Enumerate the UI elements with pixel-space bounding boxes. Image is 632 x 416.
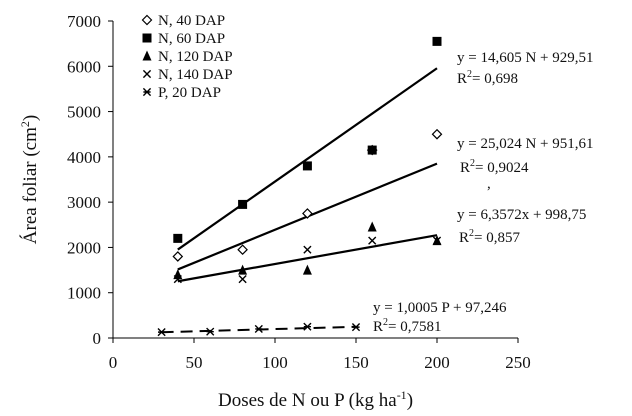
r-squared: R2= 0,9024	[460, 158, 529, 176]
legend-marker	[142, 87, 152, 97]
stray-comma: ,	[487, 176, 491, 192]
data-point	[238, 275, 247, 284]
legend-marker	[142, 33, 152, 43]
trendline-equation: y = 6,3572x + 998,75	[457, 207, 586, 223]
x-tick-label: 50	[186, 353, 203, 372]
legend-label: P, 20 DAP	[158, 85, 221, 101]
data-point	[206, 327, 215, 336]
data-point	[368, 236, 377, 245]
y-tick-label: 6000	[67, 57, 101, 76]
y-axis-title: Área foliar (cm2)	[18, 115, 41, 244]
y-tick-label: 3000	[67, 193, 101, 212]
legend-marker	[142, 50, 152, 61]
legend-label: N, 40 DAP	[158, 13, 225, 29]
data-point	[302, 264, 312, 275]
trendline	[177, 67, 438, 251]
x-tick-label: 200	[424, 353, 450, 372]
data-point	[431, 128, 443, 140]
y-tick-label: 7000	[67, 12, 101, 31]
legend-marker	[142, 69, 152, 79]
x-tick-label: 150	[343, 353, 369, 372]
data-point	[173, 233, 183, 243]
data-point	[303, 322, 312, 331]
y-tick-label: 5000	[67, 103, 101, 122]
data-points	[157, 36, 443, 337]
x-axis-title: Doses de N ou P (kg ha-1)	[218, 388, 413, 411]
legend: N, 40 DAP N, 60 DAP N, 120 DAP N, 140 DAP P,…	[141, 13, 233, 101]
data-point	[302, 161, 312, 171]
trendline	[177, 234, 438, 283]
data-point	[303, 245, 312, 254]
data-point	[432, 36, 442, 46]
data-point	[237, 244, 248, 256]
data-point	[238, 199, 248, 209]
legend-label: N, 140 DAP	[158, 67, 233, 83]
data-point	[173, 275, 182, 284]
y-tick-label: 4000	[67, 148, 101, 167]
x-tick-label: 0	[109, 353, 118, 372]
x-tick-label: 250	[505, 353, 531, 372]
data-point	[367, 145, 377, 155]
legend-label: N, 120 DAP	[158, 49, 233, 65]
legend-marker	[141, 14, 153, 26]
axes: 0 1000 2000 3000 4000 5000 6000 7000 0 50 100 150 20…	[67, 12, 531, 372]
r-squared: R2= 0,857	[459, 228, 520, 246]
data-point	[172, 251, 184, 262]
data-point	[254, 324, 263, 334]
trendline-equation: y = 1,0005 P + 97,246	[373, 300, 507, 316]
data-point	[173, 269, 183, 280]
data-point	[367, 221, 377, 232]
y-tick-label: 1000	[67, 284, 101, 303]
data-point	[302, 208, 313, 219]
data-point	[157, 328, 166, 337]
r-squared: R2= 0,7581	[373, 317, 441, 335]
legend-label: N, 60 DAP	[158, 31, 225, 47]
data-point	[351, 323, 361, 332]
r-squared: R2= 0,698	[457, 69, 518, 87]
trendlines	[161, 67, 438, 334]
x-tick-label: 100	[262, 353, 288, 372]
trendline-equation: y = 14,605 N + 929,51	[457, 50, 594, 66]
data-point	[238, 264, 248, 275]
annotations: y = 14,605 N + 929,51 R2= 0,698 y = 25,024…	[373, 50, 594, 335]
y-tick-label: 2000	[67, 238, 101, 257]
data-point	[432, 236, 442, 245]
trendline-equation: y = 25,024 N + 951,61	[457, 136, 594, 152]
y-tick-label: 0	[93, 329, 102, 348]
